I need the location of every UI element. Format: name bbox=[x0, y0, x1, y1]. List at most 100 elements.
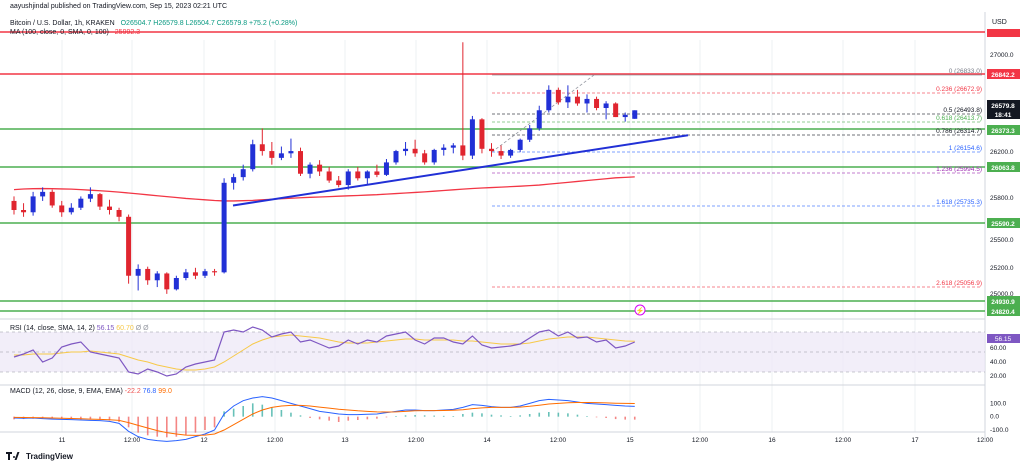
candle bbox=[87, 187, 93, 203]
macd-histogram-bar bbox=[366, 416, 369, 420]
candle-body bbox=[517, 139, 523, 150]
candle-body bbox=[164, 273, 170, 290]
candle bbox=[574, 89, 580, 106]
candle-body bbox=[192, 272, 198, 276]
macd-histogram-bar bbox=[137, 416, 139, 433]
macd-histogram-bar bbox=[557, 412, 560, 417]
candle bbox=[412, 139, 418, 157]
candle-body bbox=[145, 268, 151, 281]
macd-histogram-bar bbox=[347, 416, 350, 421]
candle-body bbox=[364, 171, 370, 179]
candle-body bbox=[259, 144, 265, 152]
candle-body bbox=[498, 151, 504, 156]
time-axis-tick: 16 bbox=[768, 437, 776, 444]
candle-body bbox=[469, 119, 475, 156]
macd-histogram-bar bbox=[89, 416, 92, 420]
candle-body bbox=[632, 110, 638, 119]
time-axis-tick: 15 bbox=[626, 437, 634, 444]
fib-level-label: 0.236 (26672.9) bbox=[936, 86, 982, 93]
candle bbox=[584, 94, 590, 113]
time-axis-tick: 13 bbox=[341, 437, 349, 444]
candle bbox=[231, 173, 237, 190]
macd-histogram bbox=[13, 403, 636, 438]
price-label-text: 26842.2 bbox=[991, 72, 1015, 79]
macd-histogram-bar bbox=[232, 408, 235, 417]
candle-body bbox=[412, 148, 418, 154]
candle-body bbox=[116, 210, 122, 217]
candle bbox=[594, 96, 600, 111]
candle-body bbox=[269, 151, 275, 158]
candle bbox=[278, 146, 284, 161]
time-axis-tick: 14 bbox=[483, 437, 491, 444]
candle-body bbox=[403, 148, 409, 152]
macd-histogram-bar bbox=[194, 416, 197, 433]
rsi-axis-value: 56.15 bbox=[995, 336, 1012, 343]
candle bbox=[126, 214, 132, 284]
candle bbox=[479, 118, 485, 154]
candle bbox=[345, 169, 351, 190]
price-label-text: 24930.9 bbox=[991, 299, 1015, 306]
candle-body bbox=[40, 191, 46, 197]
candle bbox=[603, 101, 609, 120]
candle-body bbox=[622, 114, 628, 118]
candle bbox=[49, 189, 55, 208]
macd-histogram-bar bbox=[624, 416, 626, 420]
candle-body bbox=[574, 96, 580, 104]
time-axis-tick: 12:00 bbox=[835, 437, 852, 444]
price-label-box bbox=[987, 162, 1020, 172]
grid-lines bbox=[61, 40, 986, 432]
candle bbox=[298, 147, 303, 176]
macd-histogram-bar bbox=[519, 415, 521, 417]
macd-histogram-bar bbox=[156, 416, 159, 437]
candle-body bbox=[68, 207, 74, 213]
candle-body bbox=[212, 271, 218, 273]
candle bbox=[173, 275, 179, 291]
candle bbox=[450, 143, 456, 154]
macd-histogram-bar bbox=[538, 412, 541, 417]
time-axis: 11 12:00 12 12:00 13 12:00 14 12:00 15 12:00 16 12:… bbox=[59, 437, 994, 444]
candle bbox=[393, 149, 399, 165]
time-axis-tick: 17 bbox=[911, 437, 919, 444]
candle bbox=[565, 85, 571, 108]
rsi-axis-tick: 20.00 bbox=[990, 373, 1007, 380]
candle-body bbox=[97, 194, 103, 207]
candle bbox=[145, 266, 151, 285]
candle bbox=[269, 142, 275, 165]
price-label-box bbox=[987, 109, 1020, 119]
candle bbox=[59, 200, 65, 217]
fib-level-label: 1 (26154.6) bbox=[949, 145, 982, 152]
lightning-event-glyph: ⚡ bbox=[636, 306, 645, 315]
fib-level-label: 0.618 (26413.7) bbox=[936, 115, 982, 122]
symbol-name: Bitcoin / U.S. Dollar, 1h, KRAKEN bbox=[10, 20, 115, 27]
candle-body bbox=[307, 164, 313, 174]
candle-body bbox=[393, 151, 399, 163]
tradingview-logo[interactable]: TradingView bbox=[6, 452, 73, 461]
candle-body bbox=[584, 98, 590, 104]
macd-histogram-bar bbox=[433, 415, 435, 417]
candle-body bbox=[345, 171, 351, 186]
candle-body bbox=[126, 216, 132, 276]
candle bbox=[383, 159, 389, 176]
candle-body bbox=[355, 171, 361, 179]
macd-histogram-bar bbox=[175, 416, 178, 437]
candle bbox=[508, 148, 514, 158]
macd-histogram-bar bbox=[70, 416, 73, 420]
candle-body bbox=[565, 96, 571, 103]
ma-label: MA (100, close, 0, SMA, 0, 100) bbox=[10, 29, 109, 36]
macd-axis-tick: 0.0 bbox=[990, 414, 999, 421]
horizontal-levels bbox=[0, 31, 985, 312]
candle bbox=[355, 166, 361, 181]
macd-histogram-bar bbox=[490, 414, 493, 417]
price-label-text: 18:41 bbox=[995, 112, 1012, 119]
price-axis-tick: 25500.0 bbox=[990, 237, 1014, 244]
rsi-ma-line bbox=[14, 334, 635, 371]
lightning-event-icon bbox=[634, 304, 646, 316]
candle bbox=[78, 196, 84, 210]
candle-body bbox=[78, 198, 84, 208]
candle bbox=[317, 160, 323, 176]
macd-histogram-bar bbox=[471, 412, 474, 417]
candle-body bbox=[613, 103, 619, 118]
candle bbox=[307, 162, 313, 179]
rsi-axis-tick: 40.00 bbox=[990, 359, 1007, 366]
